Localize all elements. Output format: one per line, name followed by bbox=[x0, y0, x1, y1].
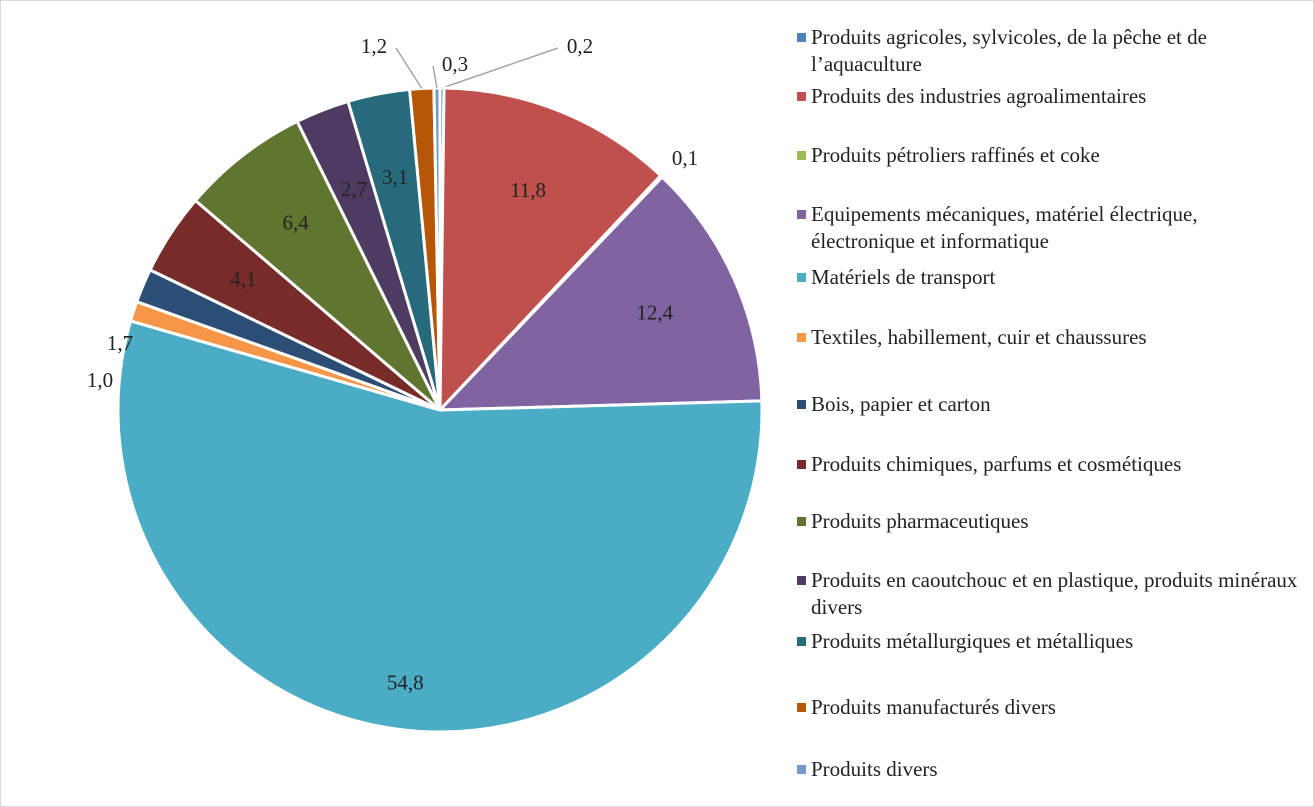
data-label: 1,0 bbox=[87, 368, 113, 392]
pie-slice bbox=[193, 119, 442, 412]
legend-swatch bbox=[797, 637, 806, 646]
legend-swatch bbox=[797, 92, 806, 101]
data-label: 2,7 bbox=[341, 177, 367, 201]
data-label: 3,1 bbox=[382, 165, 408, 189]
legend-label: Produits en caoutchouc et en plastique, … bbox=[811, 568, 1298, 619]
data-label: 0,3 bbox=[442, 52, 468, 76]
data-label: 6,4 bbox=[283, 210, 310, 234]
legend-item: Produits en caoutchouc et en plastique, … bbox=[797, 567, 1302, 621]
data-label: 0,2 bbox=[567, 34, 593, 58]
legend-item: Textiles, habillement, cuir et chaussure… bbox=[797, 324, 1302, 351]
legend-item: Matériels de transport bbox=[797, 264, 1302, 291]
legend-label: Produits manufacturés divers bbox=[811, 695, 1056, 719]
data-label: 12,4 bbox=[636, 300, 673, 324]
pie-slice bbox=[436, 174, 764, 412]
legend-label: Matériels de transport bbox=[811, 265, 996, 289]
pie-slice bbox=[116, 319, 764, 734]
leader-line bbox=[395, 47, 423, 89]
legend-item: Equipements mécaniques, matériel électri… bbox=[797, 201, 1302, 255]
legend-swatch bbox=[797, 765, 806, 774]
pie-slice bbox=[432, 86, 442, 411]
legend-item: Produits agricoles, sylvicoles, de la pê… bbox=[797, 24, 1302, 78]
legend-swatch bbox=[797, 517, 806, 526]
legend-item: Produits métallurgiques et métalliques bbox=[797, 628, 1302, 655]
legend-label: Produits métallurgiques et métalliques bbox=[811, 629, 1134, 653]
legend-swatch bbox=[797, 576, 806, 585]
legend-swatch bbox=[797, 151, 806, 160]
legend-label: Textiles, habillement, cuir et chaussure… bbox=[811, 325, 1147, 349]
pie-slice bbox=[438, 86, 663, 414]
legend-item: Produits pétroliers raffinés et coke bbox=[797, 142, 1302, 169]
data-label: 4,1 bbox=[230, 267, 256, 291]
legend-label: Produits pétroliers raffinés et coke bbox=[811, 143, 1100, 167]
data-label: 0,1 bbox=[672, 146, 698, 170]
legend-label: Produits divers bbox=[811, 757, 938, 781]
data-label: 54,8 bbox=[387, 671, 424, 695]
legend-item: Bois, papier et carton bbox=[797, 391, 1302, 418]
data-label: 1,7 bbox=[107, 331, 133, 355]
data-label: 1,2 bbox=[361, 34, 387, 58]
legend-swatch bbox=[797, 333, 806, 342]
legend-swatch bbox=[797, 460, 806, 469]
legend-item: Produits chimiques, parfums et cosmétiqu… bbox=[797, 451, 1302, 478]
legend-swatch bbox=[797, 210, 806, 219]
legend-item: Produits pharmaceutiques bbox=[797, 508, 1302, 535]
legend-swatch bbox=[797, 273, 806, 282]
legend-label: Produits pharmaceutiques bbox=[811, 509, 1029, 533]
legend-item: Produits divers bbox=[797, 756, 1302, 783]
data-label: 11,8 bbox=[510, 178, 546, 202]
legend-swatch bbox=[797, 400, 806, 409]
legend-label: Produits des industries agroalimentaires bbox=[811, 84, 1147, 108]
legend-item: Produits manufacturés divers bbox=[797, 694, 1302, 721]
legend-label: Bois, papier et carton bbox=[811, 392, 991, 416]
legend-label: Produits chimiques, parfums et cosmétiqu… bbox=[811, 452, 1182, 476]
legend-swatch bbox=[797, 703, 806, 712]
legend-label: Produits agricoles, sylvicoles, de la pê… bbox=[811, 25, 1207, 76]
leader-line bbox=[441, 47, 559, 89]
legend-item: Produits des industries agroalimentaires bbox=[797, 83, 1302, 110]
legend-swatch bbox=[797, 33, 806, 42]
leader-line bbox=[432, 65, 438, 89]
legend-label: Equipements mécaniques, matériel électri… bbox=[811, 202, 1198, 253]
